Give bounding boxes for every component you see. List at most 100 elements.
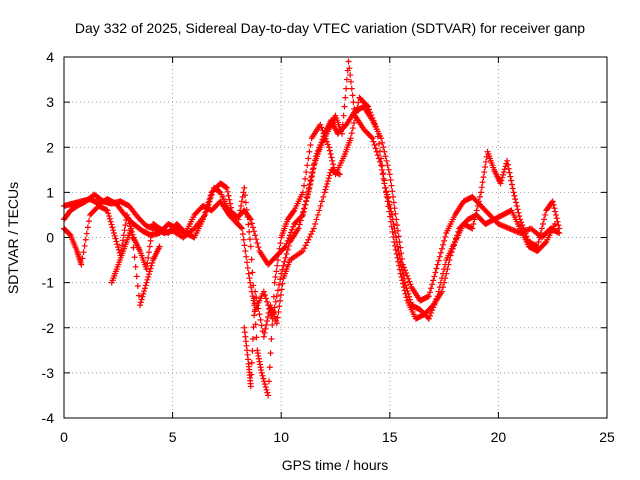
- data-point: [245, 221, 252, 228]
- data-point: [524, 236, 531, 243]
- data-point: [285, 242, 292, 249]
- data-point: [299, 248, 306, 255]
- data-point: [305, 189, 312, 196]
- data-point: [330, 161, 337, 168]
- data-point: [227, 204, 234, 211]
- data-point: [324, 178, 331, 185]
- data-point: [509, 185, 516, 192]
- data-point: [552, 208, 559, 215]
- data-point: [265, 378, 272, 385]
- data-point: [261, 292, 268, 299]
- data-point: [346, 65, 353, 72]
- data-point: [555, 222, 562, 229]
- data-point: [498, 177, 505, 184]
- data-point: [402, 282, 409, 289]
- data-point: [140, 290, 147, 297]
- data-point: [373, 126, 380, 133]
- data-point: [513, 199, 520, 206]
- data-points: [61, 58, 563, 399]
- data-point: [390, 199, 397, 206]
- data-point: [114, 241, 121, 248]
- data-point: [381, 177, 388, 184]
- data-point: [336, 171, 343, 178]
- data-point: [251, 312, 258, 319]
- data-point: [249, 336, 256, 343]
- data-point: [276, 281, 283, 288]
- y-tick-label: -4: [42, 410, 55, 426]
- data-point: [384, 162, 391, 169]
- data-point: [500, 169, 507, 176]
- data-point: [200, 216, 207, 223]
- data-point: [254, 240, 261, 247]
- data-point: [550, 201, 557, 208]
- data-point: [277, 292, 284, 299]
- data-point: [392, 246, 399, 253]
- data-point: [106, 215, 113, 222]
- data-point: [426, 289, 433, 296]
- data-point: [541, 216, 548, 223]
- data-point: [534, 243, 541, 250]
- data-point: [249, 347, 256, 354]
- data-point: [398, 263, 405, 270]
- data-point: [430, 277, 437, 284]
- data-point: [317, 202, 324, 209]
- data-point: [273, 268, 280, 275]
- data-point: [433, 265, 440, 272]
- data-point: [205, 199, 212, 206]
- data-point: [478, 184, 485, 191]
- data-point: [146, 243, 153, 250]
- data-point: [438, 275, 445, 282]
- data-point: [85, 218, 92, 225]
- data-point: [309, 166, 316, 173]
- data-point: [326, 172, 333, 179]
- data-point: [318, 198, 325, 205]
- data-point: [309, 170, 316, 177]
- data-point: [378, 135, 385, 142]
- data-point: [395, 233, 402, 240]
- data-point: [353, 109, 360, 116]
- data-point: [434, 293, 441, 300]
- data-point: [130, 244, 137, 251]
- data-point: [312, 220, 319, 227]
- data-point: [480, 174, 487, 181]
- data-point: [328, 154, 335, 161]
- data-point: [369, 135, 376, 142]
- data-point: [342, 94, 349, 101]
- data-point: [505, 165, 512, 172]
- data-point: [269, 321, 276, 328]
- data-point: [325, 144, 332, 151]
- data-point: [374, 152, 381, 159]
- data-point: [472, 211, 479, 218]
- data-point: [404, 288, 411, 295]
- data-point: [521, 227, 528, 234]
- data-point: [125, 217, 132, 224]
- data-point: [301, 245, 308, 252]
- data-point: [325, 175, 332, 182]
- y-tick-label: -2: [42, 320, 55, 336]
- data-point: [406, 293, 413, 300]
- data-point: [287, 229, 294, 236]
- axis-ticks: 0 5 10 15 20 25 -4 -3 -2 -1 0 1 2 3 4: [42, 49, 615, 445]
- data-point: [135, 292, 142, 299]
- data-point: [265, 392, 272, 399]
- data-point: [238, 224, 245, 231]
- data-point: [240, 236, 247, 243]
- data-point: [339, 130, 346, 137]
- data-point: [378, 155, 385, 162]
- data-point: [113, 238, 120, 245]
- data-point: [105, 210, 112, 217]
- data-point: [429, 307, 436, 314]
- data-point: [247, 383, 254, 390]
- data-point: [141, 285, 148, 292]
- y-axis-label: SDTVAR / TECUs: [5, 182, 21, 294]
- data-point: [241, 184, 248, 191]
- data-point: [397, 255, 404, 262]
- data-point: [106, 213, 113, 220]
- y-tick-label: 1: [46, 184, 54, 200]
- data-point: [345, 58, 352, 65]
- data-point: [289, 226, 296, 233]
- data-point: [267, 350, 274, 357]
- x-tick-label: 15: [382, 429, 398, 445]
- data-point: [249, 269, 256, 276]
- y-tick-label: 0: [46, 230, 54, 246]
